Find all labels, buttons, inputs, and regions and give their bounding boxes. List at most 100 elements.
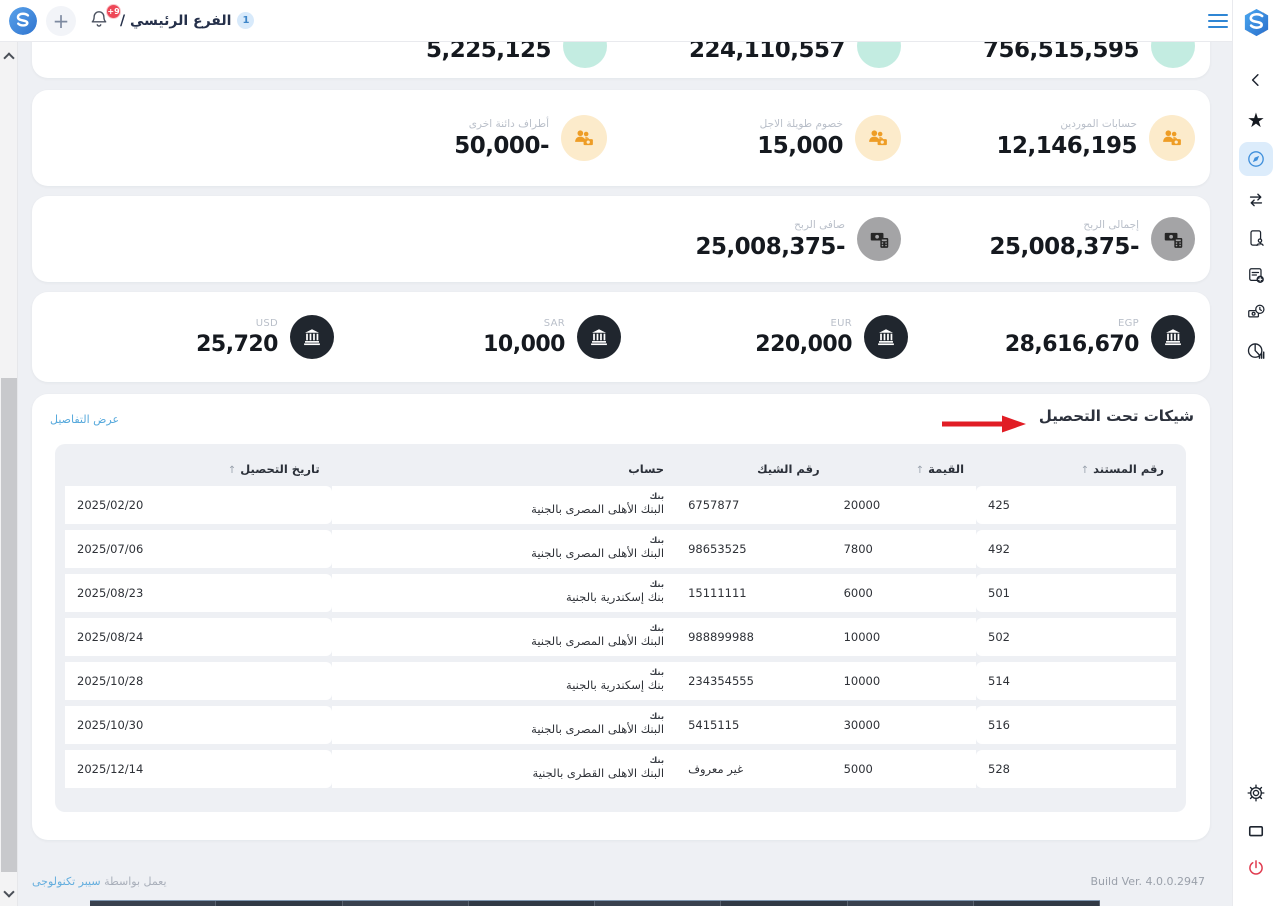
- amount-cell: 10000: [831, 662, 977, 700]
- doc-number-cell: 492: [976, 530, 1176, 568]
- sidebar-settings-button[interactable]: [1239, 776, 1273, 810]
- sidebar-item-transactions[interactable]: [1239, 183, 1273, 217]
- sort-arrow-icon[interactable]: ↑: [1080, 465, 1090, 476]
- checks-section-card: شيكات تحت التحصيل عرض التفاصيل رقم المست…: [32, 394, 1210, 840]
- check-number-cell: 98653525: [676, 530, 832, 568]
- powered-by-link[interactable]: سيبر تكنولوجى: [32, 875, 101, 888]
- sidebar-item-new-document[interactable]: [1239, 258, 1273, 292]
- sidebar-collapse-button[interactable]: [1239, 63, 1273, 97]
- bank-icon: [1151, 315, 1195, 359]
- check-number-cell: 6757877: [676, 486, 832, 524]
- check-row[interactable]: 514 10000 234354555 بنك بنك إسكندرية بال…: [65, 662, 1176, 700]
- account-name: البنك الأهلى المصرى بالجنية: [531, 546, 665, 561]
- sidebar-item-dashboard[interactable]: [1239, 142, 1273, 176]
- stat-item: حسابات الموردين 12,146,195: [901, 115, 1195, 161]
- stat-value: 25,008,375-: [989, 233, 1139, 260]
- notifications-bell[interactable]: +9: [88, 3, 121, 34]
- checks-table-panel: رقم المستند↑ القيمة↑ رقم الشيك↑ حساب↑ تا…: [55, 444, 1186, 812]
- check-row[interactable]: 516 30000 5415115 بنك البنك الأهلى المصر…: [65, 706, 1176, 744]
- powered-by-text: يعمل بواسطة: [104, 875, 167, 888]
- doc-number-cell: 501: [976, 574, 1176, 612]
- collection-date-cell: 2025/10/30: [65, 706, 332, 744]
- sidebar-fullscreen-button[interactable]: [1239, 814, 1273, 848]
- sidebar-item-reports[interactable]: [1239, 334, 1273, 368]
- doc-number-cell: 425: [976, 486, 1176, 524]
- swap-arrows-icon: [1249, 193, 1263, 207]
- money-clock-icon: [1248, 304, 1265, 318]
- stat-row-profit: إجمالى الربح 25,008,375-: [32, 196, 1210, 282]
- collection-date-cell: 2025/02/20: [65, 486, 332, 524]
- column-label: رقم المستند: [1093, 462, 1164, 476]
- check-row[interactable]: 501 6000 15111111 بنك بنك إسكندرية بالجن…: [65, 574, 1176, 612]
- collection-date-cell: 2025/08/24: [65, 618, 332, 656]
- stat-label: حسابات الموردين: [1060, 117, 1137, 130]
- amount-cell: 5000: [831, 750, 977, 788]
- sort-arrow-icon[interactable]: ↑: [227, 465, 237, 476]
- red-annotation-arrow-icon: [942, 415, 1026, 433]
- document-user-icon: [1250, 230, 1264, 246]
- stat-value: 50,000-: [454, 132, 549, 159]
- add-button[interactable]: +: [46, 5, 76, 36]
- app-logo-icon[interactable]: [9, 6, 37, 35]
- stat-label: إجمالى الربح: [1083, 218, 1139, 231]
- doc-number-cell: 528: [976, 750, 1176, 788]
- stat-label: أطراف دائنة اخرى: [468, 117, 549, 130]
- chevron-left-icon: [1251, 74, 1259, 86]
- stat-card-currencies: EGP 28,616,670: [32, 292, 1210, 382]
- breadcrumb[interactable]: الفرع الرئيسي / 1: [120, 12, 255, 29]
- account-cell: بنك بنك إسكندرية بالجنية: [331, 574, 677, 612]
- doc-number-cell: 502: [976, 618, 1176, 656]
- cash-calculator-icon: [857, 217, 901, 261]
- stat-item: صافى الربح 25,008,375-: [607, 217, 901, 261]
- check-row[interactable]: 425 20000 6757877 بنك البنك الأهلى المصر…: [65, 486, 1176, 524]
- brand-logo-icon[interactable]: [1241, 7, 1272, 38]
- account-type: بنك: [649, 580, 665, 591]
- bank-icon: [577, 315, 621, 359]
- stat-label: صافى الربح: [794, 218, 845, 231]
- sidebar-logout-button[interactable]: [1239, 851, 1273, 885]
- currency-stat-item: SAR 10,000: [334, 315, 621, 359]
- scroll-down-icon[interactable]: [3, 886, 15, 898]
- check-row[interactable]: 492 7800 98653525 بنك البنك الأهلى المصر…: [65, 530, 1176, 568]
- stat-value: 25,008,375-: [695, 233, 845, 260]
- vertical-scrollbar[interactable]: [0, 42, 18, 906]
- account-name: بنك إسكندرية بالجنية: [566, 678, 665, 693]
- sidebar-item-customer-documents[interactable]: [1239, 221, 1273, 255]
- sidebar-item-pending-payments[interactable]: [1239, 295, 1273, 329]
- stat-item: خصوم طويلة الاجل 15,000: [607, 115, 901, 161]
- check-row[interactable]: 528 5000 غير معروف بنك البنك الاهلى القط…: [65, 750, 1176, 788]
- table-header-cell[interactable]: القيمة↑: [832, 454, 976, 480]
- stat-value: 12,146,195: [996, 132, 1137, 159]
- check-number-cell: 234354555: [676, 662, 832, 700]
- currency-value: 10,000: [483, 331, 565, 357]
- collection-date-cell: 2025/12/14: [65, 750, 332, 788]
- powered-by: يعمل بواسطة سيبر تكنولوجى: [32, 875, 167, 888]
- check-row[interactable]: 502 10000 988899988 بنك البنك الأهلى الم…: [65, 618, 1176, 656]
- table-header-cell[interactable]: رقم المستند↑: [976, 454, 1176, 480]
- table-header-cell[interactable]: رقم الشيك↑: [676, 454, 832, 480]
- sidebar-item-favorites[interactable]: ★: [1239, 103, 1273, 137]
- bank-icon: [864, 315, 908, 359]
- checks-table: رقم المستند↑ القيمة↑ رقم الشيك↑ حساب↑ تا…: [65, 448, 1176, 794]
- check-number-cell: 5415115: [676, 706, 832, 744]
- sort-arrow-icon[interactable]: ↑: [915, 465, 925, 476]
- account-type: بنك: [649, 712, 665, 723]
- account-name: البنك الأهلى المصرى بالجنية: [531, 502, 665, 517]
- pie-chart-icon: [1247, 343, 1265, 359]
- column-label: حساب: [628, 462, 665, 476]
- account-type: بنك: [649, 756, 665, 767]
- scroll-up-icon[interactable]: [3, 52, 15, 64]
- amount-cell: 6000: [831, 574, 977, 612]
- view-details-link[interactable]: عرض التفاصيل: [50, 413, 120, 426]
- table-header-cell[interactable]: حساب↑: [332, 454, 676, 480]
- amount-cell: 7800: [831, 530, 977, 568]
- stat-row-currencies: EGP 28,616,670: [32, 292, 1210, 382]
- column-label: تاريخ التحصيل: [240, 462, 320, 476]
- bank-icon: [290, 315, 334, 359]
- menu-toggle-icon[interactable]: [1208, 14, 1228, 28]
- notification-count-badge: +9: [106, 3, 121, 19]
- breadcrumb-branch[interactable]: الفرع الرئيسي /: [120, 12, 232, 29]
- table-header-cell[interactable]: تاريخ التحصيل↑: [65, 454, 332, 480]
- scrollbar-thumb[interactable]: [1, 378, 17, 872]
